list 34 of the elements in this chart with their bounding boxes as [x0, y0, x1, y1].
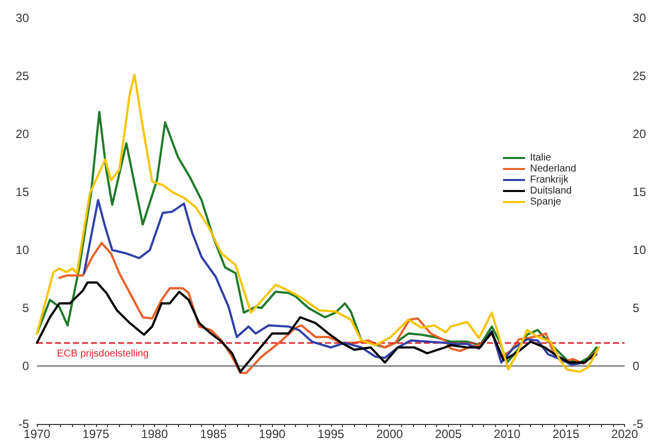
- y2-tick-label: 30: [632, 11, 646, 25]
- y2-tick-label: 10: [632, 243, 646, 257]
- y-tick-label: 25: [16, 69, 30, 83]
- line-series: [82, 199, 598, 366]
- y-tick-label: 30: [16, 11, 30, 25]
- line-series: [36, 110, 598, 364]
- y2-tick-label: 20: [632, 127, 646, 141]
- y2-tick-label: 0: [632, 359, 640, 373]
- ref-line-label: ECB prijsdoelstelling: [57, 348, 149, 360]
- x-tick-label: 2010: [494, 427, 521, 441]
- legend-label: Italie: [530, 152, 552, 164]
- x-tick-label: 1990: [258, 427, 286, 441]
- legend-label: Nederland: [530, 164, 576, 174]
- line-series: [58, 242, 598, 374]
- y-tick-label: 10: [16, 243, 30, 257]
- x-tick-label: 2000: [376, 427, 404, 441]
- x-tick-label: 2005: [435, 427, 462, 441]
- line-series: [36, 74, 600, 373]
- legend-label: Duitsland: [530, 186, 572, 196]
- y-tick-label: 20: [16, 127, 30, 141]
- x-tick-label: 1975: [82, 427, 110, 441]
- y-tick-label: 0: [22, 359, 30, 373]
- y-tick-label: 5: [22, 301, 30, 315]
- y-tick-label: 15: [16, 185, 30, 199]
- line-series: [36, 281, 598, 373]
- legend-label: Spanje: [530, 196, 562, 208]
- y2-tick-label: 25: [632, 69, 646, 83]
- y2-tick-label: 15: [632, 185, 646, 199]
- y2-tick-label: 5: [632, 301, 640, 315]
- x-tick-label: 1995: [317, 427, 344, 441]
- x-tick-label: 1980: [141, 427, 168, 441]
- x-tick-label: 2015: [552, 427, 580, 441]
- legend-label: Frankrijk: [530, 174, 570, 186]
- x-tick-label: 1985: [200, 427, 227, 441]
